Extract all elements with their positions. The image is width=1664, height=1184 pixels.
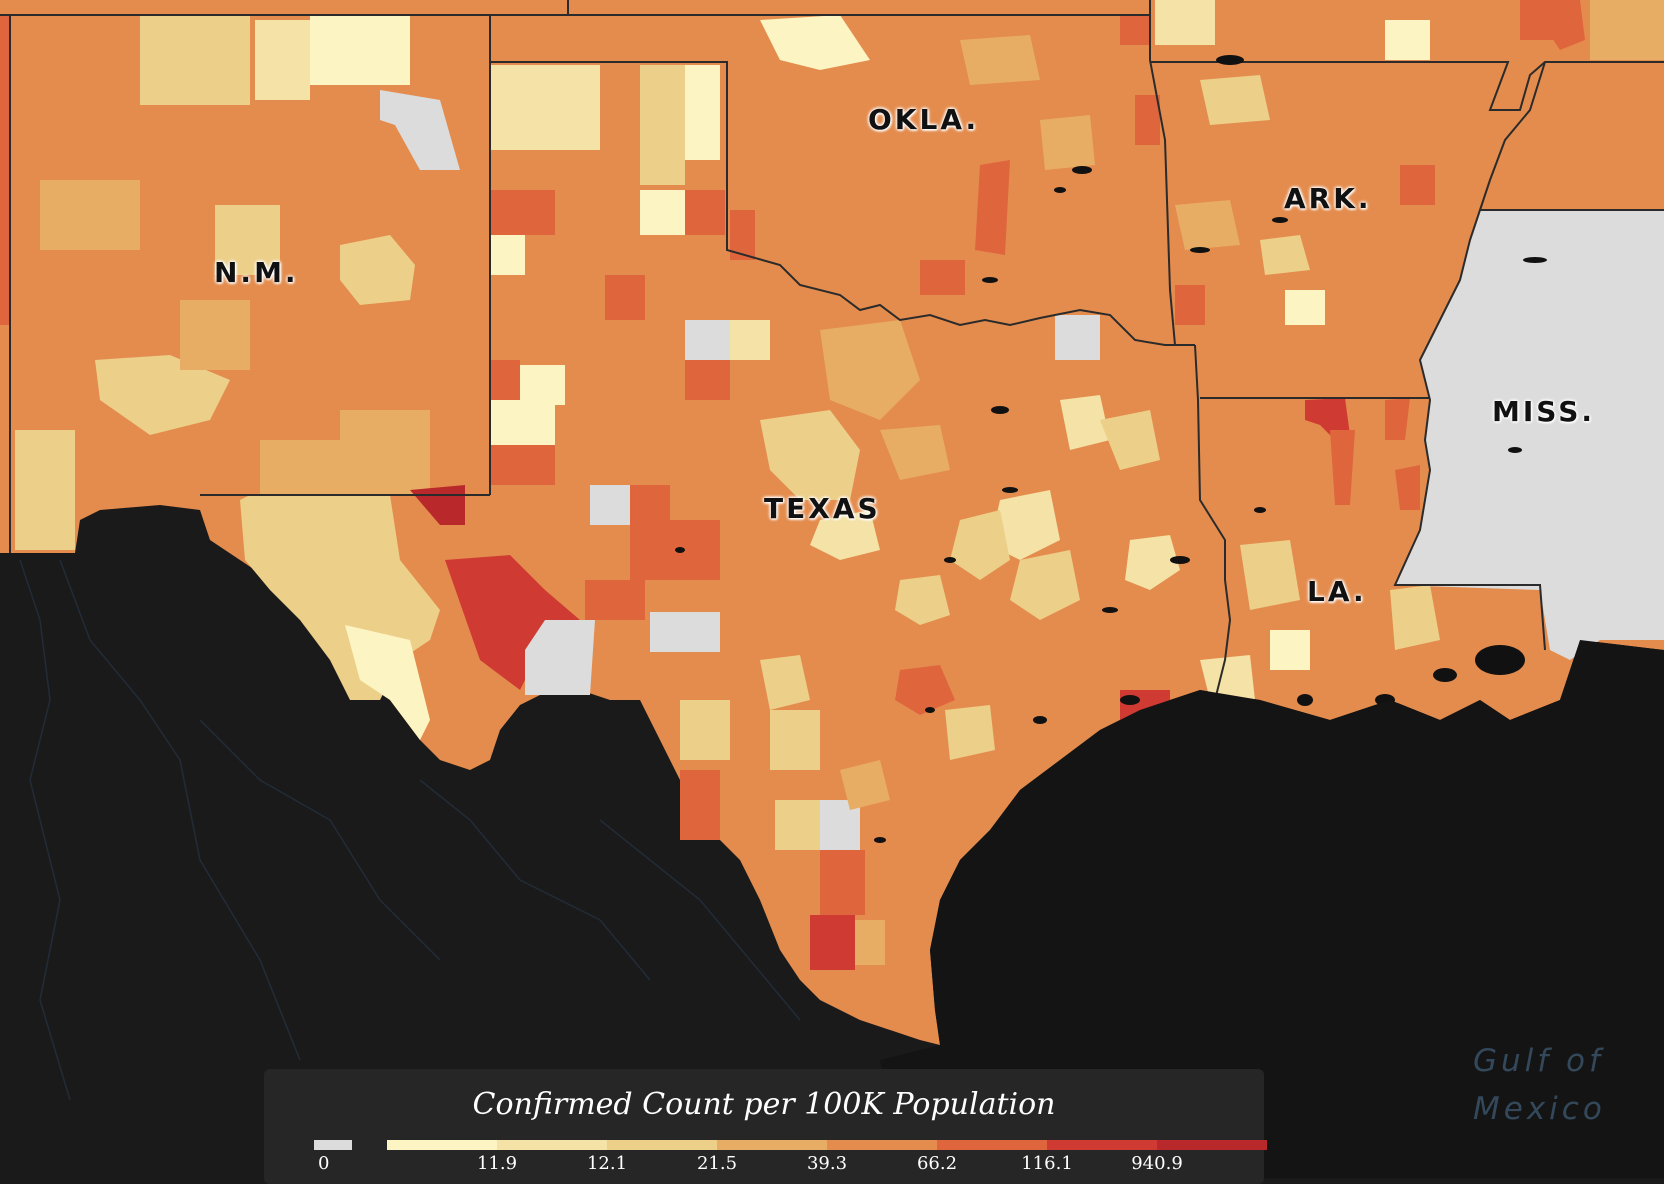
- legend-swatch-2: [607, 1140, 717, 1150]
- legend-tick-label: 39.3: [806, 1153, 848, 1174]
- legend-swatch-7: [1157, 1140, 1267, 1150]
- state-label-miss: MISS.: [1492, 395, 1595, 428]
- water-label-line1: Gulf of: [1473, 1043, 1604, 1079]
- legend-swatch-6: [1047, 1140, 1157, 1150]
- water-label-line2: Mexico: [1473, 1091, 1606, 1127]
- legend-color-bar: [387, 1140, 1267, 1150]
- legend-panel: Confirmed Count per 100K Population 0 11…: [264, 1069, 1267, 1184]
- legend-tick-label: 12.1: [586, 1153, 628, 1174]
- legend-swatch-0: [387, 1140, 497, 1150]
- state-label-texas: TEXAS: [764, 492, 881, 525]
- state-label-nm: N.M.: [214, 256, 299, 289]
- legend-tick-label: 21.5: [696, 1153, 738, 1174]
- legend-tick-label: 66.2: [916, 1153, 958, 1174]
- legend-swatch-5: [937, 1140, 1047, 1150]
- state-label-ark: ARK.: [1284, 182, 1372, 215]
- legend-swatch-1: [497, 1140, 607, 1150]
- legend-zero-label: 0: [318, 1153, 330, 1174]
- legend-tick-label: 11.9: [476, 1153, 518, 1174]
- legend-tick-label: 116.1: [1021, 1153, 1073, 1174]
- legend-swatch-4: [827, 1140, 937, 1150]
- state-label-okla: OKLA.: [868, 103, 980, 136]
- county-fills: [0, 0, 1664, 970]
- lake-features: [675, 55, 1547, 843]
- water-label-gulf-of-mexico: Gulf of Mexico: [1473, 1037, 1606, 1133]
- state-label-la: LA.: [1307, 575, 1367, 608]
- legend-title: Confirmed Count per 100K Population: [472, 1087, 1056, 1122]
- gulf-of-mexico-water: [880, 640, 1664, 1178]
- legend-tick-label: 940.9: [1131, 1153, 1183, 1174]
- legend-zero-swatch: [314, 1140, 352, 1150]
- legend-swatch-3: [717, 1140, 827, 1150]
- state-borders: [0, 0, 1664, 701]
